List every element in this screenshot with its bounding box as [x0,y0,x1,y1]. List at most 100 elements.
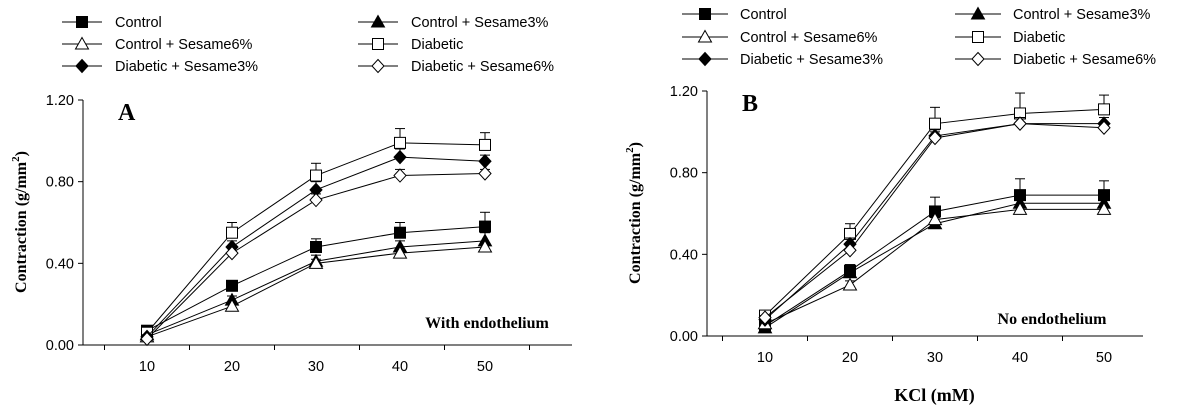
panel-annotation: No endothelium [998,311,1108,328]
series-diabetic-sesame6 [758,116,1111,325]
y-tick-label: 0.80 [670,166,698,182]
legend-item: Diabetic [358,37,463,53]
legend-marker [370,14,386,28]
legend-marker [76,16,88,28]
legend-item: Control + Sesame3% [955,6,1151,23]
y-tick-label: 0.00 [670,329,698,345]
x-tick-label: 30 [308,359,324,375]
x-tick-label: 40 [392,359,408,375]
legend-label: Diabetic + Sesame3% [115,59,258,75]
data-point [843,243,857,258]
legend-label: Control + Sesame6% [115,37,253,53]
data-point [394,136,406,149]
data-point [1012,201,1028,215]
data-point [477,239,493,253]
data-point [928,130,942,146]
y-tick-label: 0.00 [46,338,74,354]
y-tick-label: 1.20 [670,84,698,100]
legend-label: Control [740,7,787,23]
data-point [394,226,406,239]
panel-annotation: With endothelium [425,315,549,332]
legend-label: Diabetic + Sesame6% [411,59,554,75]
legend-label: Control + Sesame3% [1013,7,1151,23]
y-tick-label: 0.40 [46,256,74,272]
legend-marker [75,58,89,74]
legend-item: Control [682,7,787,23]
data-point [1096,201,1112,215]
data-point [1098,103,1110,116]
y-tick-label: 0.80 [46,175,74,191]
data-point [1013,116,1027,131]
legend-label: Control + Sesame6% [740,30,878,46]
legend-item: Control + Sesame6% [62,36,253,53]
data-point [479,220,491,233]
legend-item: Diabetic + Sesame3% [682,51,883,68]
x-tick-label: 10 [757,350,773,366]
data-point [140,331,154,347]
data-point [310,241,322,253]
y-axis-label: Contraction (g/mm2) [624,142,644,284]
legend-marker [371,58,385,74]
series-diabetic-sesame6 [140,166,492,347]
legend-marker [972,31,984,43]
legend-label: Diabetic [411,37,463,53]
y-tick-label: 0.40 [670,247,698,263]
legend-item: Diabetic + Sesame6% [955,51,1156,68]
legend-marker [970,6,986,20]
data-point [758,310,772,325]
y-axis-label: Contraction (g/mm2) [10,151,30,293]
legend-item: Diabetic + Sesame6% [358,58,554,75]
data-point [310,169,322,182]
data-point [225,245,239,261]
legend-marker [699,8,711,20]
legend-label: Diabetic + Sesame3% [740,52,883,68]
legend-marker [698,51,712,67]
x-tick-label: 50 [477,359,493,375]
x-tick-label: 20 [224,359,240,375]
data-point [393,149,407,165]
data-point [392,245,408,259]
legend-label: Diabetic [1013,30,1065,46]
legend-marker [372,38,384,50]
series-control [759,178,1110,332]
data-point [479,138,491,151]
legend-item: Diabetic [955,30,1065,46]
data-point [309,192,323,208]
panel-label: B [742,91,758,117]
legend: Control Control + Sesame3% Control + Sesam… [62,14,554,75]
legend-item: Control [62,15,162,31]
data-point [929,117,941,130]
series-control-sesame6 [757,201,1112,330]
data-point [226,279,238,292]
y-tick-label: 1.20 [46,93,74,109]
data-point [393,168,407,183]
x-tick-label: 30 [927,350,943,366]
data-point [226,226,238,239]
x-axis-label: KCl (mM) [894,385,974,406]
series-diabetic [141,128,491,339]
legend-item: Control + Sesame3% [358,14,549,31]
data-point [478,154,492,169]
legend-label: Diabetic + Sesame6% [1013,52,1156,68]
data-point [308,255,324,269]
legend: Control Control + Sesame3% Control + Sesam… [682,6,1156,68]
legend-label: Control [115,15,162,31]
legend-item: Control + Sesame6% [682,29,878,46]
panel-label: A [118,100,136,126]
chart-panel-a: 0.00 0.40 0.80 1.20 10 20 30 40 50 Contraction (g… [10,14,572,375]
legend-label: Control + Sesame3% [411,15,549,31]
legend-marker [971,51,985,67]
legend-marker [697,29,713,43]
data-point [927,212,943,226]
data-point [842,277,858,291]
x-tick-label: 40 [1012,350,1028,366]
data-point [1097,120,1111,135]
data-point [478,166,492,181]
x-tick-label: 20 [842,350,858,366]
x-tick-label: 10 [139,359,155,375]
legend-marker [74,36,90,50]
chart-panel-b: 0.00 0.40 0.80 1.20 10 20 30 40 50 Contraction (g… [624,6,1156,406]
x-tick-label: 50 [1096,350,1112,366]
data-point [224,298,240,312]
